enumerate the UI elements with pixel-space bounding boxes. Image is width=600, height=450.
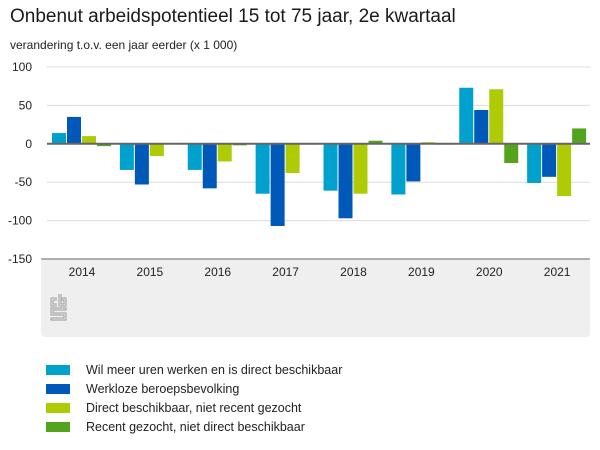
bar-2018-series-2[interactable] [353,143,368,194]
bar-2018-series-3[interactable] [368,140,383,144]
bar-2017-series-1[interactable] [270,143,285,226]
bar-2015-series-1[interactable] [134,143,149,185]
y-tick-label: -100 [8,214,32,228]
y-tick-label: 0 [25,137,32,151]
legend-swatch [46,383,70,394]
bar-2020-series-1[interactable] [474,110,489,144]
legend-label: Wil meer uren werken en is direct beschi… [86,362,343,377]
bar-2014-series-3[interactable] [97,143,111,147]
legend: Wil meer uren werken en is direct beschi… [46,360,342,436]
x-tick-label: 2015 [137,265,164,279]
y-tick-label: 50 [19,98,33,112]
bar-2020-series-2[interactable] [489,89,504,144]
legend-swatch [46,364,70,375]
bar-2014-series-2[interactable] [82,136,96,144]
bar-2018-series-0[interactable] [323,143,338,191]
x-axis-panel [41,259,590,337]
cbs-logo-icon [50,294,67,321]
bar-2021-series-2[interactable] [557,143,572,197]
legend-label: Werkloze beroepsbevolking [86,381,240,396]
legend-item[interactable]: Direct beschikbaar, niet recent gezocht [46,398,342,417]
y-tick-label: -150 [8,252,32,266]
x-tick-label: 2021 [544,265,571,279]
bar-2015-series-0[interactable] [119,143,134,170]
bar-2020-series-3[interactable] [504,143,519,163]
y-tick-label: -50 [15,175,33,189]
bar-2015-series-2[interactable] [149,143,164,157]
bar-2016-series-0[interactable] [187,143,202,170]
bar-2021-series-0[interactable] [527,143,542,183]
legend-label: Recent gezocht, niet direct beschikbaar [86,419,305,434]
bar-2018-series-1[interactable] [338,143,353,219]
bar-2017-series-0[interactable] [255,143,270,194]
chart-title: Onbenut arbeidspotentieel 15 tot 75 jaar… [10,6,456,27]
x-tick-label: 2016 [204,265,231,279]
bar-2021-series-3[interactable] [572,128,587,144]
bar-2014-series-0[interactable] [52,133,66,144]
y-tick-label: 100 [12,60,32,74]
legend-item[interactable]: Recent gezocht, niet direct beschikbaar [46,417,342,436]
bar-2021-series-1[interactable] [542,143,557,177]
x-tick-label: 2017 [272,265,299,279]
x-tick-label: 2020 [476,265,503,279]
legend-label: Direct beschikbaar, niet recent gezocht [86,400,302,415]
legend-item[interactable]: Wil meer uren werken en is direct beschi… [46,360,342,379]
x-tick-label: 2019 [408,265,435,279]
bar-2016-series-2[interactable] [217,143,232,162]
bar-2016-series-1[interactable] [202,143,217,189]
legend-item[interactable]: Werkloze beroepsbevolking [46,379,342,398]
bar-2017-series-2[interactable] [285,143,300,173]
chart-area: 100 50 0 -50 -100 -150 2014 2015 2016 2017 2018 20… [8,60,590,337]
bar-2019-series-1[interactable] [406,143,421,182]
x-tick-label: 2014 [69,265,96,279]
bar-2014-series-1[interactable] [67,116,81,144]
x-tick-label: 2018 [340,265,367,279]
legend-swatch [46,421,70,432]
bar-2020-series-0[interactable] [459,87,474,144]
legend-swatch [46,402,70,413]
bar-2019-series-0[interactable] [391,143,406,195]
chart-subtitle: verandering t.o.v. een jaar eerder (x 1 … [10,38,238,52]
